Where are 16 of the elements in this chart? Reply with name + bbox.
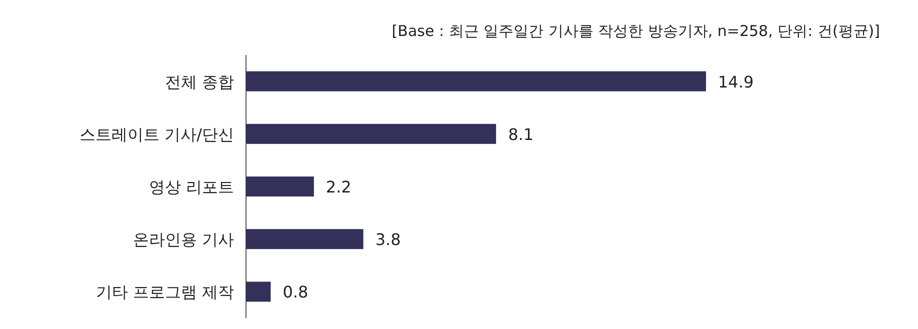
data-label: 3.8 [375,230,401,250]
data-label: 8.1 [508,124,534,144]
data-label: 0.8 [282,282,308,302]
y-tick-label: 영상 리포트 [148,178,234,196]
data-label: 14.9 [718,72,754,92]
y-tick-label: 스트레이트 기사/단신 [80,124,234,144]
y-tick-label: 온라인용 기사 [132,230,234,250]
bar [246,124,496,144]
bar [246,71,706,92]
y-tick-label: 전체 종합 [164,72,234,92]
y-tick-label: 기타 프로그램 제작 [96,282,234,302]
bar [246,229,364,250]
text: [Base : 최근 일주일간 기사를 작성한 방송기자, n=258, 단위: 건(평균)] [392,22,880,40]
bar [246,282,271,302]
bar [246,176,314,196]
data-label: 2.2 [326,178,352,196]
